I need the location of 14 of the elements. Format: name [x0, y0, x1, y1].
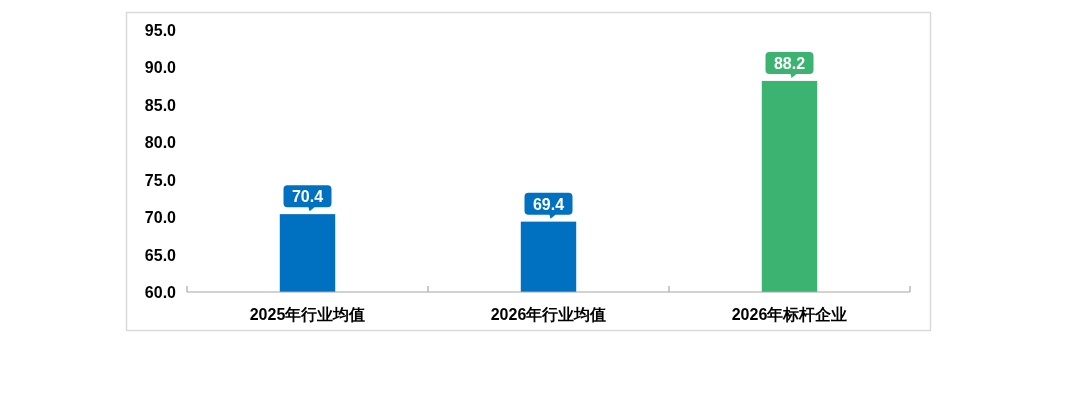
y-tick-label: 85.0 [144, 96, 177, 114]
x-tick-label: 2025年行业均值 [249, 306, 366, 323]
data-label: 70.4 [291, 188, 324, 206]
y-tick-label: 75.0 [144, 171, 177, 189]
y-tick-label: 95.0 [144, 22, 177, 39]
data-label: 88.2 [773, 54, 806, 72]
data-label: 69.4 [532, 195, 565, 213]
y-tick-label: 60.0 [144, 284, 177, 301]
x-tick-label: 2026年行业均值 [490, 306, 607, 323]
x-tick-label: 2026年标杆企业 [731, 306, 848, 323]
y-tick-label: 90.0 [144, 59, 177, 77]
y-tick-label: 80.0 [144, 134, 177, 152]
y-tick-label: 65.0 [144, 246, 177, 264]
y-tick-label: 70.0 [144, 209, 177, 227]
